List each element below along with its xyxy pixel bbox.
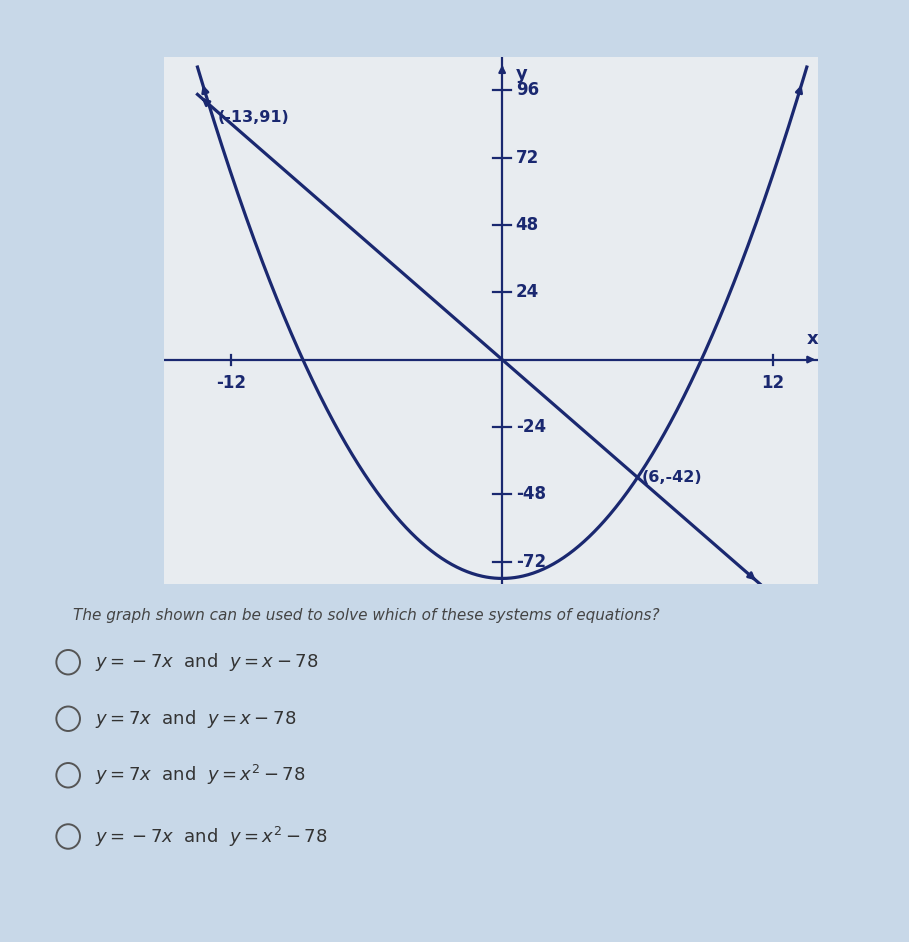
Text: -24: -24 bbox=[515, 418, 545, 436]
Text: 72: 72 bbox=[515, 149, 539, 167]
Text: $y = -7x$  and  $y = x - 78$: $y = -7x$ and $y = x - 78$ bbox=[95, 651, 319, 674]
Text: x: x bbox=[807, 331, 818, 349]
Text: $y = 7x$  and  $y = x^2 - 78$: $y = 7x$ and $y = x^2 - 78$ bbox=[95, 763, 306, 788]
Text: (6,-42): (6,-42) bbox=[642, 470, 703, 485]
Text: -72: -72 bbox=[515, 553, 545, 571]
Text: 96: 96 bbox=[515, 81, 539, 99]
Text: $y = -7x$  and  $y = x^2 - 78$: $y = -7x$ and $y = x^2 - 78$ bbox=[95, 824, 328, 849]
Text: 12: 12 bbox=[762, 374, 784, 392]
Text: $y = 7x$  and  $y = x - 78$: $y = 7x$ and $y = x - 78$ bbox=[95, 707, 296, 730]
Text: 48: 48 bbox=[515, 216, 539, 234]
Text: (-13,91): (-13,91) bbox=[218, 110, 290, 125]
Text: -12: -12 bbox=[216, 374, 246, 392]
Text: The graph shown can be used to solve which of these systems of equations?: The graph shown can be used to solve whi… bbox=[73, 608, 659, 623]
Text: 24: 24 bbox=[515, 284, 539, 301]
Text: -48: -48 bbox=[515, 485, 545, 503]
Text: y: y bbox=[515, 65, 527, 83]
